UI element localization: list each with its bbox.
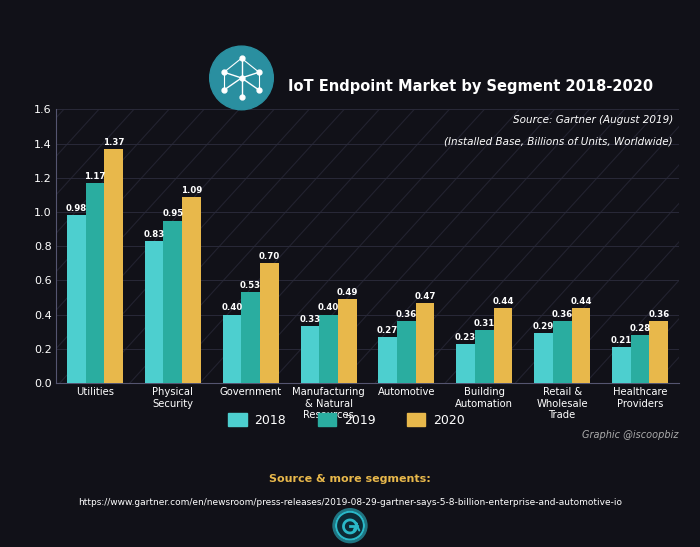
Bar — [319, 315, 338, 383]
Text: 0.95: 0.95 — [162, 210, 183, 218]
Bar — [241, 292, 260, 383]
Text: Source: Gartner (August 2019): Source: Gartner (August 2019) — [512, 115, 673, 125]
Bar — [260, 263, 279, 383]
Text: 0.23: 0.23 — [455, 333, 476, 341]
Text: 1.17: 1.17 — [84, 172, 106, 181]
Text: https://www.gartner.com/en/newsroom/press-releases/2019-08-29-gartner-says-5-8-b: https://www.gartner.com/en/newsroom/pres… — [78, 498, 622, 507]
Bar — [631, 335, 650, 383]
Circle shape — [210, 46, 273, 110]
Text: 0.83: 0.83 — [144, 230, 164, 239]
Bar — [379, 337, 397, 383]
Bar — [300, 327, 319, 383]
Bar — [67, 216, 85, 383]
Legend: 2018, 2019, 2020: 2018, 2019, 2020 — [223, 408, 470, 432]
Text: 0.44: 0.44 — [492, 296, 514, 306]
Text: 0.36: 0.36 — [552, 310, 573, 319]
Bar — [571, 307, 590, 383]
Text: 0.53: 0.53 — [240, 281, 261, 290]
Text: 0.21: 0.21 — [610, 336, 632, 345]
Bar — [164, 220, 182, 383]
Text: 0.40: 0.40 — [318, 304, 340, 312]
Bar — [397, 322, 416, 383]
Bar — [456, 344, 475, 383]
Bar — [416, 302, 435, 383]
Bar — [553, 322, 571, 383]
Text: 0.36: 0.36 — [648, 310, 669, 319]
Bar — [338, 299, 356, 383]
Text: 0.44: 0.44 — [570, 296, 592, 306]
Text: (Installed Base, Billions of Units, Worldwide): (Installed Base, Billions of Units, Worl… — [444, 137, 673, 147]
Bar — [182, 196, 201, 383]
Text: 0.31: 0.31 — [474, 319, 495, 328]
Text: 0.40: 0.40 — [221, 304, 243, 312]
Text: 0.29: 0.29 — [533, 322, 554, 331]
Bar — [534, 333, 553, 383]
Text: 0.28: 0.28 — [629, 324, 651, 333]
Circle shape — [336, 512, 364, 539]
Bar — [650, 322, 668, 383]
Text: 0.49: 0.49 — [337, 288, 358, 297]
Text: 0.33: 0.33 — [299, 316, 321, 324]
Bar — [145, 241, 164, 383]
Text: 1.09: 1.09 — [181, 185, 202, 195]
Text: Graphic @iscoopbiz: Graphic @iscoopbiz — [582, 430, 679, 440]
Bar — [612, 347, 631, 383]
Text: 0.47: 0.47 — [414, 292, 436, 300]
Text: 0.27: 0.27 — [377, 325, 398, 335]
Text: Source & more segments:: Source & more segments: — [269, 474, 431, 484]
Bar — [475, 330, 493, 383]
Text: 1.37: 1.37 — [103, 138, 125, 147]
Text: 0.98: 0.98 — [66, 205, 87, 213]
Text: IoT Endpoint Market by Segment 2018-2020: IoT Endpoint Market by Segment 2018-2020 — [288, 79, 654, 94]
Text: 0.70: 0.70 — [259, 252, 280, 261]
Bar — [85, 183, 104, 383]
Bar — [494, 307, 512, 383]
Bar — [104, 149, 123, 383]
Text: 0.36: 0.36 — [395, 310, 417, 319]
Bar — [223, 315, 241, 383]
